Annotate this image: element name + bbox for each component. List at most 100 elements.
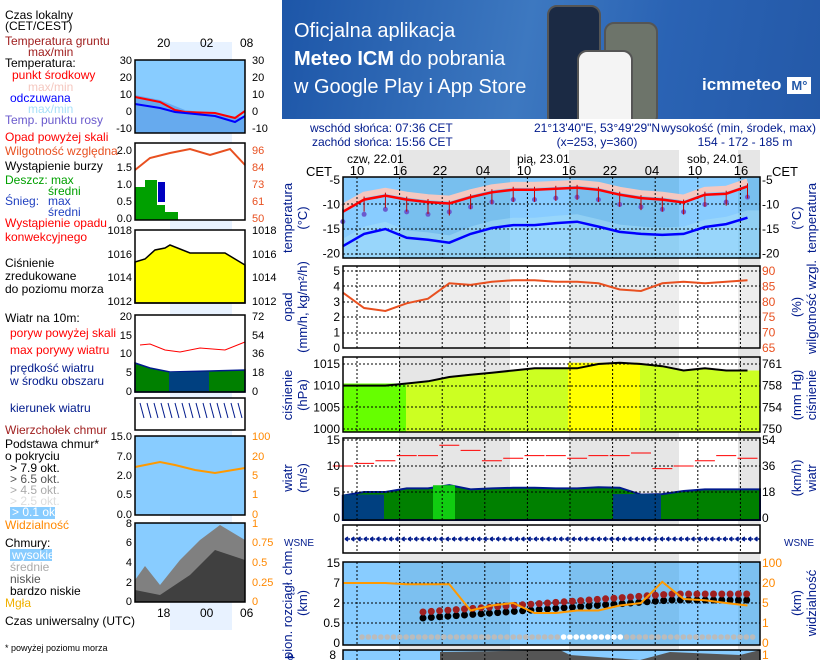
axis-tick: 84 (252, 162, 264, 174)
mini-panel-frame (134, 229, 246, 304)
press-tick: 1000 (313, 422, 340, 436)
cloud-axis-unit: (km) (295, 590, 310, 616)
vis-axis-unit: (km) (789, 590, 804, 616)
hum-panel-bg (343, 266, 760, 348)
humidity-mini-line (134, 147, 246, 171)
legend-rain: Deszcz: max (5, 173, 74, 187)
wind-arrow-icon (357, 536, 363, 542)
axis-tick: 100 (252, 431, 270, 443)
time-tick: 08 (240, 36, 254, 50)
cloud-base-dot (535, 634, 542, 640)
cloud-base-dot (661, 634, 668, 640)
cloud-base-dot (623, 634, 630, 640)
wind-arrow-icon (153, 402, 159, 419)
cloud-base-dot (660, 597, 668, 605)
cloud-top-dot (461, 605, 468, 613)
cloud-top-dot (618, 594, 626, 602)
compass-icon-right: WSNE (784, 538, 814, 549)
wind-arrow-icon (527, 536, 533, 542)
axis-tick: 4 (126, 557, 132, 569)
legend-ground-temp: Temperatura gruntu (5, 34, 110, 48)
feels-mini-line (134, 103, 246, 124)
cloud-base-dot (384, 634, 390, 640)
cloud-base-dot (649, 634, 655, 640)
axis-tick: 0 (252, 509, 258, 521)
axis-tick: 0 (126, 386, 132, 398)
cloud-base-dot (592, 634, 598, 640)
wind-arrow-icon (590, 536, 596, 542)
wind-arrow-icon (628, 536, 634, 542)
cloud-base-dot (461, 611, 468, 619)
axis-tick: 72 (252, 311, 264, 323)
cloud-tick: 1 (762, 616, 769, 630)
wind-arrow-icon (376, 536, 382, 542)
pressure-high-area (568, 362, 640, 432)
temp-maxmin-band (341, 178, 749, 210)
legend-footnote: * powyżej poziomu morza (5, 643, 108, 653)
cloud-base-dot (674, 634, 680, 640)
axis-tick: 1018 (252, 225, 276, 237)
cloud-base-dot (504, 634, 510, 640)
axis-tick: 1.0 (117, 179, 132, 191)
app-banner[interactable]: Oficjalna aplikacja Meteo ICM do pobrani… (282, 0, 820, 119)
feels-line (342, 216, 748, 248)
wind-arrow-icon (382, 536, 388, 542)
wind-tick: 54 (762, 433, 776, 447)
temp-tick: -20 (762, 247, 780, 261)
legend-okt79: > 7.9 okt. (10, 461, 60, 475)
cloud-mini-bg (135, 436, 245, 515)
wind-axis-unit-right: (km/h) (789, 460, 804, 497)
cloud-base-dot (668, 596, 676, 604)
axis-tick: 1016 (252, 249, 276, 261)
cet-label-right: CET (772, 164, 798, 179)
legend-fog: Mgła (5, 596, 31, 610)
wind-axis-unit: (m/s) (295, 463, 310, 493)
cloud-top-dot (577, 597, 585, 605)
cloud-top-dot (560, 598, 568, 606)
cloud-top-dot (726, 590, 734, 598)
legend-low: niskie (10, 572, 41, 586)
legend-cloud-base2: o pokryciu (5, 449, 60, 463)
wind-arrow-icon (394, 536, 401, 542)
legend-cloud-base: Podstawa chmur* (5, 437, 99, 451)
axis-tick: 18 (252, 367, 264, 379)
hum-tick: 85 (762, 279, 776, 293)
wind-arrow-icon (502, 536, 508, 542)
legend-pressure2: zredukowane (5, 269, 77, 283)
wind-arrow-icon (464, 536, 470, 542)
axis-tick: 7.0 (117, 451, 132, 463)
elevation-text: 154 - 172 - 185 m (698, 135, 793, 149)
cloud-base-dot (552, 604, 560, 612)
wind-arrow-icon (716, 536, 722, 542)
axis-tick: 15 (120, 330, 132, 342)
hour-label: 16 (393, 163, 407, 178)
wind-axis-title: wiatr (282, 464, 295, 493)
wind-arrow-icon (223, 402, 229, 419)
temp-axis-unit-right: (°C) (789, 206, 804, 229)
wind-arrow-icon (703, 536, 710, 542)
axis-tick: 0.25 (252, 577, 273, 589)
cloud-base-dot (494, 609, 502, 617)
legend-okt25: > 2.5 okt. (10, 494, 60, 508)
pressure-low-area (343, 383, 406, 432)
wind-arrow-icon (195, 402, 201, 419)
wind-arrow-icon (615, 536, 621, 542)
cloud-tick: 5 (762, 596, 769, 610)
cloud-base-dot (434, 634, 441, 640)
legend-ground-temp-mm: max/min (28, 45, 73, 59)
wind-arrow-icon (174, 402, 180, 419)
axis-tick: 1012 (108, 296, 132, 308)
legend-cloud-top: Wierzchołek chmur (5, 423, 107, 437)
axis-tick: 10 (120, 348, 132, 360)
cloud-base-dot (712, 634, 718, 640)
cloud-base-dot (378, 634, 384, 640)
cloud-base-dot (737, 634, 743, 640)
banner-app-name: Meteo ICM (294, 48, 394, 70)
axis-tick: 36 (252, 348, 264, 360)
axis-tick: 2 (126, 577, 132, 589)
axis-tick: -10 (116, 123, 132, 135)
high-highlight (10, 549, 52, 561)
cloud-panel-frame (342, 561, 761, 646)
wind-axis-title-right: wiatr (804, 464, 819, 493)
cover-tick: 8 (329, 648, 336, 660)
